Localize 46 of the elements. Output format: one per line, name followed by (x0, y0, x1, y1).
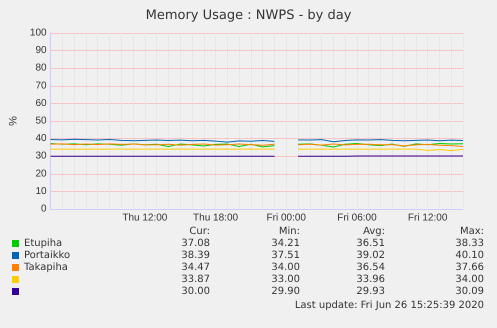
text: Max: (460, 226, 484, 238)
text: Min: (278, 226, 300, 238)
text: 33.96 (356, 274, 385, 286)
y-tick-label: 10 (35, 186, 48, 197)
y-tick-label: 80 (35, 62, 48, 74)
y-tick-label: 40 (35, 133, 48, 144)
text: 34.21 (271, 238, 300, 250)
text: 40.10 (455, 250, 484, 262)
y-axis-title: % (8, 116, 20, 126)
text: 30.09 (455, 286, 484, 298)
text: Avg: (363, 226, 385, 238)
x-tick-label: Fri 06:00 (337, 212, 378, 224)
y-tick-label: 0 (41, 204, 48, 214)
text: 37.66 (455, 262, 484, 274)
text: 33.00 (271, 274, 300, 286)
text: 36.51 (356, 238, 385, 250)
text: 29.90 (271, 286, 300, 298)
text: 38.33 (455, 238, 484, 250)
text: Cur: (189, 226, 210, 238)
chart-title: Memory Usage : NWPS - by day (146, 8, 352, 23)
text: 37.51 (271, 250, 300, 262)
legend-label: Etupiha (24, 238, 62, 249)
text: 38.39 (181, 250, 210, 262)
x-tick-label: Thu 18:00 (193, 212, 238, 224)
text: 36.54 (356, 262, 385, 274)
x-tick-label: Fri 00:00 (266, 212, 306, 224)
x-tick-label: Thu 12:00 (122, 212, 168, 224)
y-tick-label: 60 (35, 98, 48, 109)
y-tick-label: 100 (30, 28, 48, 38)
text: 33.87 (181, 274, 210, 286)
text: 39.02 (356, 250, 385, 262)
y-tick-label: 20 (35, 168, 48, 180)
y-tick-label: 50 (35, 116, 48, 126)
legend-label: Takapiha (24, 262, 68, 273)
text: 34.47 (181, 262, 210, 274)
x-tick-label: Fri 12:00 (408, 212, 448, 224)
y-tick-label: 30 (35, 150, 48, 162)
y-tick-label: 90 (35, 45, 48, 56)
text: 30.00 (181, 286, 210, 298)
text: 29.93 (356, 286, 385, 298)
text: 34.00 (455, 274, 484, 286)
y-tick-label: 70 (35, 80, 48, 92)
legend-label: Portaikko (24, 250, 70, 261)
text: 34.00 (271, 262, 300, 274)
text: 37.08 (181, 238, 210, 250)
text: Last update: Fri Jun 26 15:25:39 2020 (294, 300, 484, 312)
